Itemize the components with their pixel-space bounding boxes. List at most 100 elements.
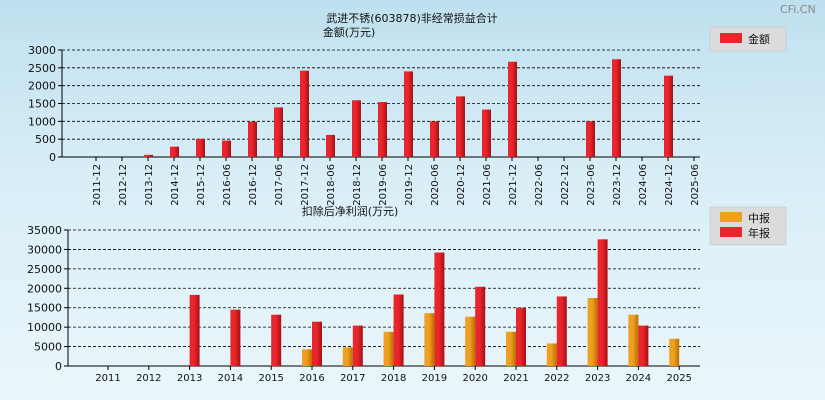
- bar-interim-2018: [383, 331, 394, 366]
- top-legend: 金额: [709, 26, 787, 52]
- bar-2019-12: [404, 71, 413, 157]
- x-tick-label: 2012-12: [118, 164, 129, 206]
- x-tick-label: 2021-12: [508, 164, 519, 206]
- x-tick-label: 2015-12: [196, 164, 207, 206]
- y-tick-label: 3000: [28, 44, 56, 57]
- x-tick-label: 2021: [503, 373, 528, 384]
- x-tick-label: 2012: [136, 373, 161, 384]
- x-tick-label: 2019-06: [378, 164, 389, 206]
- bar-2016-12: [248, 121, 257, 157]
- x-tick-label: 2017-06: [274, 164, 285, 206]
- y-tick-label: 35000: [27, 224, 62, 237]
- x-tick-label: 2022-12: [560, 164, 571, 206]
- bar-2018-06: [326, 134, 335, 157]
- x-tick-label: 2014-12: [170, 164, 181, 206]
- y-tick-label: 2500: [28, 62, 56, 75]
- top-y-tick-labels: 0 500 1000 1500 2000 2500 3000: [28, 44, 56, 164]
- bar-2015-12: [196, 138, 205, 157]
- x-tick-label: 2023-06: [586, 164, 597, 206]
- bar-2020-12: [456, 96, 465, 157]
- x-tick-label: 2022: [544, 373, 569, 384]
- x-tick-label: 2017: [340, 373, 365, 384]
- bar-interim-2021: [506, 331, 516, 366]
- x-tick-label: 2024: [626, 373, 651, 384]
- bar-2014-12: [170, 146, 179, 157]
- x-tick-label: 2021-06: [482, 164, 493, 206]
- bottom-bars: [107, 239, 680, 370]
- bottom-legend-swatch-interim: [720, 212, 742, 222]
- top-legend-label-amount: 金额: [748, 32, 770, 46]
- bar-2019-06: [378, 102, 387, 157]
- bar-annual-2018: [393, 294, 404, 366]
- bottom-chart: 扣除后净利润(万元) 0 5000 10000 15000 20000 25000 3000…: [27, 204, 787, 384]
- x-tick-label: 2025-06: [690, 164, 701, 206]
- bar-interim-2024: [628, 314, 639, 366]
- bar-2023-12: [612, 59, 621, 158]
- bar-annual-2014: [230, 309, 241, 366]
- y-tick-label: 0: [49, 151, 56, 164]
- x-tick-label: 2013-12: [144, 164, 155, 206]
- top-chart: 武进不锈(603878)非经常损益合计 金额(万元) 0 500 1000 1500 2…: [28, 11, 787, 206]
- x-tick-label: 2016-12: [248, 164, 259, 206]
- x-tick-label: 2014: [218, 373, 243, 384]
- bar-interim-2022: [546, 343, 557, 366]
- bar-annual-2013: [189, 294, 200, 366]
- x-tick-label: 2011: [95, 373, 120, 384]
- y-tick-label: 25000: [27, 263, 62, 276]
- bottom-legend-swatch-annual: [720, 227, 742, 237]
- bottom-chart-title: 扣除后净利润(万元): [302, 204, 399, 218]
- bar-2016-06: [222, 140, 231, 157]
- bar-annual-2016: [312, 321, 322, 366]
- bar-annual-2017: [352, 325, 363, 366]
- top-chart-ylabel: 金额(万元): [323, 25, 376, 39]
- y-tick-label: 2000: [28, 80, 56, 93]
- bar-2020-06: [430, 121, 439, 157]
- x-tick-label: 2022-06: [534, 164, 545, 206]
- x-tick-label: 2023: [585, 373, 610, 384]
- bar-interim-2020: [465, 316, 476, 366]
- y-tick-label: 10000: [27, 321, 62, 334]
- bar-2024-12: [664, 75, 673, 157]
- bar-2021-12: [508, 61, 517, 157]
- x-tick-label: 2017-12: [300, 164, 311, 206]
- bar-2023-06: [586, 121, 595, 157]
- x-tick-label: 2019: [422, 373, 447, 384]
- y-tick-label: 0: [55, 360, 62, 373]
- bottom-legend-label-annual: 年报: [748, 226, 770, 240]
- bar-annual-2022: [556, 296, 567, 366]
- bottom-y-tick-labels: 0 5000 10000 15000 20000 25000 30000 35000: [27, 224, 62, 373]
- bottom-legend-label-interim: 中报: [748, 211, 770, 225]
- top-chart-title: 武进不锈(603878)非经常损益合计: [326, 11, 498, 25]
- x-tick-label: 2011-12: [92, 164, 103, 206]
- bar-2021-06: [482, 109, 491, 157]
- x-tick-label: 2020-12: [456, 164, 467, 206]
- bar-interim-2019: [424, 313, 435, 366]
- x-tick-label: 2013: [177, 373, 202, 384]
- x-tick-label: 2019-12: [404, 164, 415, 206]
- bar-interim-2023: [587, 298, 598, 366]
- y-tick-label: 1000: [28, 115, 56, 128]
- bar-annual-2020: [475, 286, 486, 366]
- bar-interim-2016: [302, 349, 312, 366]
- x-tick-label: 2016-06: [222, 164, 233, 206]
- x-tick-label: 2016: [299, 373, 324, 384]
- y-tick-label: 1500: [28, 98, 56, 111]
- x-tick-label: 2023-12: [612, 164, 623, 206]
- bar-2017-12: [300, 70, 309, 157]
- watermark: CFi.CN: [780, 3, 816, 16]
- bar-annual-2021: [516, 307, 526, 366]
- bar-annual-2015: [271, 314, 282, 366]
- x-tick-label: 2018-06: [326, 164, 337, 206]
- x-tick-label: 2015: [258, 373, 283, 384]
- bottom-legend: 中报 年报: [709, 206, 787, 246]
- top-x-tick-labels: 2011-12 2012-12 2013-12 2014-12 2015-12 2016-…: [92, 164, 701, 206]
- y-tick-label: 20000: [27, 282, 62, 295]
- top-legend-swatch-amount: [720, 33, 742, 43]
- bar-annual-2023: [597, 239, 608, 366]
- y-tick-label: 15000: [27, 302, 62, 315]
- y-tick-label: 5000: [34, 341, 62, 354]
- x-tick-label: 2020-06: [430, 164, 441, 206]
- bottom-x-tick-labels: 2011 2012 2013 2014 2015 2016 2017 2018 2019 2020…: [95, 373, 692, 384]
- bar-interim-2017: [342, 347, 353, 366]
